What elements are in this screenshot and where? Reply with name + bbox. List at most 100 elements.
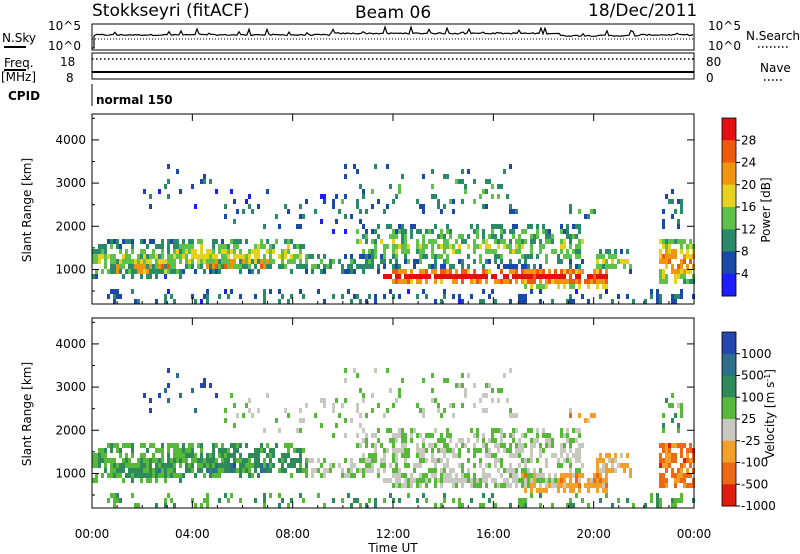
- power-cell: [404, 254, 407, 259]
- power-cell: [311, 264, 314, 269]
- power-cell: [503, 169, 506, 174]
- nsky-tick-top: 10^5: [48, 19, 81, 33]
- colorbar-swatch: [722, 140, 736, 163]
- power-cell: [392, 294, 395, 299]
- velocity-cell: [512, 478, 515, 483]
- power-cell: [425, 244, 428, 249]
- velocity-cell: [299, 493, 302, 498]
- velocity-cell: [587, 418, 590, 423]
- power-cell: [413, 274, 416, 279]
- power-cell: [200, 239, 203, 244]
- velocity-cell: [353, 368, 356, 373]
- velocity-cell: [260, 443, 263, 448]
- velocity-cell: [344, 368, 347, 373]
- velocity-cell: [461, 468, 464, 473]
- power-cell: [662, 219, 665, 224]
- velocity-cell: [446, 458, 449, 463]
- velocity-cell: [206, 453, 209, 458]
- power-cell: [140, 264, 143, 269]
- power-cell: [101, 269, 104, 274]
- power-cell: [236, 209, 239, 214]
- velocity-cell: [290, 463, 293, 468]
- velocity-cell: [140, 473, 143, 478]
- velocity-cell: [371, 443, 374, 448]
- velocity-cell: [524, 478, 527, 483]
- velocity-cell: [632, 503, 635, 508]
- power-cell: [266, 189, 269, 194]
- power-cell: [674, 299, 677, 304]
- velocity-cell: [578, 478, 581, 483]
- velocity-cell: [488, 448, 491, 453]
- power-cell: [521, 239, 524, 244]
- power-cell: [170, 264, 173, 269]
- power-cell: [200, 259, 203, 264]
- power-cell: [302, 214, 305, 219]
- velocity-cell: [377, 468, 380, 473]
- velocity-cell: [461, 473, 464, 478]
- velocity-cell: [449, 468, 452, 473]
- velocity-cell: [362, 438, 365, 443]
- power-cell: [608, 264, 611, 269]
- velocity-cell: [110, 468, 113, 473]
- power-cell: [566, 279, 569, 284]
- power-cell: [323, 199, 326, 204]
- velocity-cell: [395, 448, 398, 453]
- time-tick-label: 00:00: [677, 527, 712, 541]
- power-cell: [95, 249, 98, 254]
- power-cell: [422, 269, 425, 274]
- velocity-cell: [113, 458, 116, 463]
- power-cell: [476, 274, 479, 279]
- velocity-cell: [470, 478, 473, 483]
- velocity-cell: [674, 473, 677, 478]
- velocity-cell: [563, 433, 566, 438]
- power-cell: [668, 249, 671, 254]
- velocity-cell: [518, 498, 521, 503]
- velocity-cell: [200, 468, 203, 473]
- power-cell: [578, 269, 581, 274]
- velocity-cell: [527, 473, 530, 478]
- power-cell: [167, 244, 170, 249]
- velocity-cell: [194, 453, 197, 458]
- power-cell: [170, 269, 173, 274]
- velocity-cell: [281, 458, 284, 463]
- velocity-cell: [341, 403, 344, 408]
- velocity-cell: [563, 473, 566, 478]
- power-cell: [662, 239, 665, 244]
- velocity-cell: [548, 438, 551, 443]
- velocity-cell: [290, 443, 293, 448]
- power-cell: [542, 274, 545, 279]
- power-cell: [491, 224, 494, 229]
- velocity-cell: [659, 463, 662, 468]
- freq-tick-top: 18: [60, 55, 75, 69]
- velocity-cell: [149, 458, 152, 463]
- power-cell: [473, 269, 476, 274]
- velocity-cell: [425, 498, 428, 503]
- power-cell: [356, 204, 359, 209]
- power-cell: [536, 274, 539, 279]
- power-cell: [176, 244, 179, 249]
- velocity-cell: [545, 443, 548, 448]
- power-cell: [365, 229, 368, 234]
- velocity-cell: [683, 473, 686, 478]
- power-cell: [230, 189, 233, 194]
- velocity-cell: [548, 433, 551, 438]
- velocity-cell: [548, 478, 551, 483]
- velocity-cell: [116, 468, 119, 473]
- velocity-cell: [146, 468, 149, 473]
- power-cell: [665, 239, 668, 244]
- power-cell: [605, 274, 608, 279]
- velocity-cell: [242, 413, 245, 418]
- power-cell: [230, 239, 233, 244]
- velocity-cell: [659, 443, 662, 448]
- velocity-cell: [440, 458, 443, 463]
- velocity-cell: [383, 413, 386, 418]
- power-cell: [254, 264, 257, 269]
- velocity-cell: [161, 448, 164, 453]
- velocity-cell: [458, 448, 461, 453]
- power-cell: [563, 279, 566, 284]
- velocity-cell: [245, 468, 248, 473]
- power-cell: [539, 264, 542, 269]
- velocity-cell: [467, 468, 470, 473]
- power-cell: [218, 269, 221, 274]
- power-cell: [398, 244, 401, 249]
